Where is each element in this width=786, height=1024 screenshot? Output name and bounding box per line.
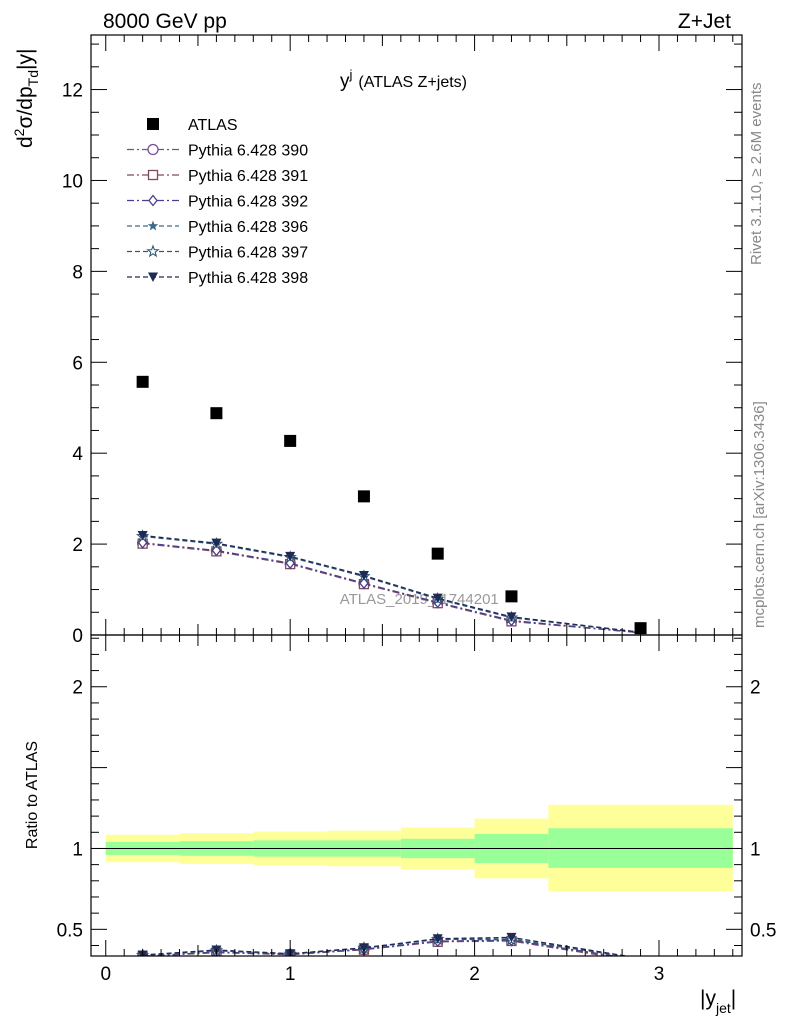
legend: ATLAS Pythia 6.428 390 Pythia 6.428 391 Pyt…: [127, 117, 308, 287]
ratio-point: [506, 932, 517, 943]
legend-marker: [148, 194, 158, 207]
ratio-point: [432, 934, 443, 944]
x-tick-label: 3: [654, 964, 665, 985]
data-point: [211, 538, 222, 549]
legend-marker: [148, 272, 158, 282]
ratio-xlabel-sub: jet: [715, 1000, 731, 1016]
main-title: yj (ATLAS Z+jets): [340, 67, 467, 92]
data-point: [506, 612, 517, 622]
data-point: [358, 570, 369, 581]
x-tick-label: 2: [469, 964, 480, 985]
y-tick-label: 2: [72, 535, 83, 556]
ratio-y-tick-label-right: 0.5: [750, 920, 776, 941]
legend-item: Pythia 6.428 397: [127, 244, 308, 262]
legend-marker: [147, 220, 159, 231]
ratio-xlabel: |yjet|: [700, 987, 736, 1016]
data-point: [432, 593, 443, 604]
legend-label: Pythia 6.428 392: [188, 194, 308, 211]
y-tick-label: 4: [72, 444, 83, 465]
main-panel: ATLAS_2019_I1744201024681012ATLASPythia …: [62, 34, 743, 647]
ratio-point: [358, 943, 369, 953]
data-point: [284, 434, 297, 447]
legend-label: Pythia 6.428 391: [188, 168, 308, 185]
main-ylabel-sub: Td: [25, 70, 41, 86]
ratio-ylabel: Ratio to ATLAS: [24, 741, 41, 849]
ratio-plot-area: [91, 804, 742, 956]
data-point: [359, 577, 369, 590]
legend-marker: [147, 169, 159, 181]
y-tick-label: 12: [62, 81, 83, 102]
series-line: [142, 542, 641, 634]
ratio-frame: [90, 634, 743, 957]
legend-label: Pythia 6.428 390: [188, 143, 308, 160]
ratio-xlabel-a: |y: [700, 987, 716, 1010]
data-point: [137, 530, 148, 541]
main-ylabel: d2σ/dpTd|y|: [11, 49, 41, 148]
ratio-xlabel-c: |: [731, 987, 736, 1010]
data-point: [210, 407, 223, 420]
ratio-y-tick-label: 2: [72, 678, 83, 699]
ratio-y-tick-label: 1: [72, 839, 83, 860]
data-point: [505, 590, 518, 603]
y-tick-label: 10: [62, 171, 83, 192]
main-ylabel-b: σ/dp: [14, 86, 37, 128]
rivet-label: Rivet 3.1.10, ≥ 2.6M events: [748, 83, 765, 266]
legend-label: Pythia 6.428 396: [188, 219, 308, 236]
main-ylabel-c: |y|: [14, 49, 37, 70]
y-tick-label: 6: [72, 353, 83, 374]
header-right: Z+Jet: [678, 10, 731, 33]
y-tick-label: 8: [72, 262, 83, 283]
legend-marker: [146, 244, 160, 258]
ratio-y-tick-label: 0.5: [57, 920, 83, 941]
legend-label: Pythia 6.428 397: [188, 245, 308, 262]
y-tick-label: 0: [72, 626, 83, 647]
legend-marker: [147, 143, 159, 156]
main-ylabel-a: d: [14, 136, 37, 148]
x-tick-label: 0: [100, 964, 111, 985]
main-title-y: y: [340, 71, 350, 92]
series-line: [142, 542, 641, 634]
main-ylabel-sup: 2: [11, 128, 27, 136]
mcplots-label: mcplots.cern.ch [arXiv:1306.3436]: [751, 401, 768, 628]
legend-label: Pythia 6.428 398: [188, 270, 308, 287]
legend-item: Pythia 6.428 396: [127, 219, 308, 236]
data-point: [431, 547, 444, 560]
data-point: [357, 490, 370, 503]
legend-label: ATLAS: [188, 117, 238, 134]
ratio-panel: 0.5 0.5 1 1 2 2 0 1 2 3: [57, 634, 776, 985]
main-title-sup: j: [349, 67, 353, 82]
legend-item: Pythia 6.428 391: [127, 168, 308, 185]
data-point: [136, 375, 149, 388]
x-tick-label: 1: [285, 964, 296, 985]
legend-item: Pythia 6.428 398: [127, 270, 308, 287]
ratio-y-tick-label-right: 1: [750, 839, 761, 860]
header-left: 8000 GeV pp: [103, 10, 227, 33]
legend-item: ATLAS: [147, 117, 238, 134]
legend-item: Pythia 6.428 392: [127, 194, 308, 211]
data-point: [285, 551, 296, 562]
ratio-y-tick-label-right: 2: [750, 678, 761, 699]
legend-marker: [147, 118, 159, 130]
legend-item: Pythia 6.428 390: [127, 143, 308, 160]
main-title-suffix: (ATLAS Z+jets): [358, 74, 467, 91]
